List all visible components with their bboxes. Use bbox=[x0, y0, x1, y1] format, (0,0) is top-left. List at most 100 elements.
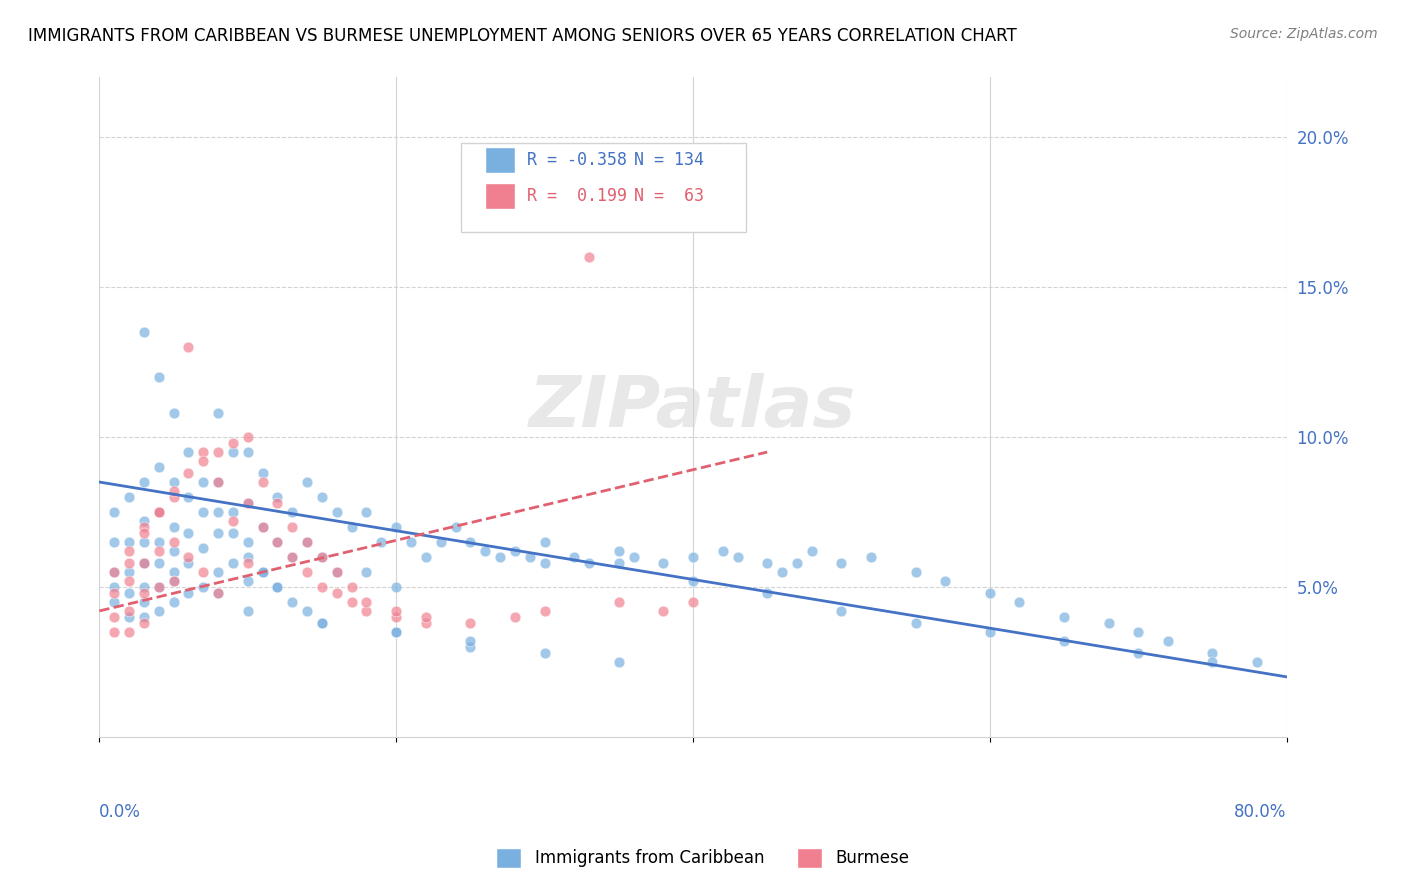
Point bbox=[727, 549, 749, 564]
Point bbox=[132, 595, 155, 609]
Point bbox=[904, 615, 927, 630]
Point bbox=[148, 505, 170, 519]
Text: N = 134: N = 134 bbox=[634, 151, 703, 169]
Point bbox=[711, 544, 734, 558]
Point bbox=[326, 505, 349, 519]
Point bbox=[148, 460, 170, 475]
Point bbox=[311, 615, 333, 630]
Point bbox=[132, 615, 155, 630]
Point bbox=[1097, 615, 1119, 630]
Point bbox=[934, 574, 956, 588]
Point bbox=[682, 574, 704, 588]
Point bbox=[281, 549, 304, 564]
Point bbox=[623, 549, 645, 564]
Point bbox=[266, 535, 288, 549]
Point bbox=[236, 445, 259, 459]
Point bbox=[118, 610, 141, 624]
Point bbox=[281, 595, 304, 609]
FancyBboxPatch shape bbox=[461, 144, 747, 233]
Point bbox=[326, 586, 349, 600]
Point bbox=[415, 610, 437, 624]
Bar bbox=[485, 146, 515, 173]
Point bbox=[162, 406, 184, 420]
Point bbox=[266, 496, 288, 510]
Point bbox=[266, 535, 288, 549]
Point bbox=[652, 556, 675, 570]
Point bbox=[904, 565, 927, 579]
Point bbox=[207, 565, 229, 579]
Point bbox=[385, 610, 408, 624]
Point bbox=[652, 604, 675, 618]
Point bbox=[162, 544, 184, 558]
Point bbox=[266, 490, 288, 504]
Point bbox=[193, 454, 215, 468]
Point bbox=[162, 483, 184, 498]
Point bbox=[207, 445, 229, 459]
Point bbox=[148, 505, 170, 519]
Point bbox=[474, 544, 496, 558]
Point bbox=[830, 604, 852, 618]
Point bbox=[162, 574, 184, 588]
Point bbox=[770, 565, 793, 579]
Point bbox=[103, 586, 125, 600]
Point bbox=[103, 580, 125, 594]
Point bbox=[1053, 610, 1076, 624]
Point bbox=[103, 610, 125, 624]
Point bbox=[607, 544, 630, 558]
Point bbox=[607, 556, 630, 570]
Point bbox=[177, 445, 200, 459]
Point bbox=[236, 496, 259, 510]
Point bbox=[162, 535, 184, 549]
Point bbox=[148, 580, 170, 594]
Point bbox=[252, 466, 274, 480]
Point bbox=[444, 520, 467, 534]
Point bbox=[311, 490, 333, 504]
Text: 0.0%: 0.0% bbox=[100, 803, 141, 821]
Point bbox=[295, 475, 318, 489]
Point bbox=[193, 541, 215, 555]
Point bbox=[236, 430, 259, 444]
Point bbox=[207, 505, 229, 519]
Point bbox=[162, 475, 184, 489]
Point bbox=[148, 604, 170, 618]
Point bbox=[311, 549, 333, 564]
Point bbox=[979, 624, 1001, 639]
Point bbox=[148, 544, 170, 558]
Point bbox=[236, 556, 259, 570]
Point bbox=[132, 514, 155, 528]
Point bbox=[340, 580, 363, 594]
Point bbox=[756, 556, 779, 570]
Point bbox=[607, 655, 630, 669]
Point bbox=[148, 505, 170, 519]
Point bbox=[222, 526, 245, 541]
Text: R = -0.358: R = -0.358 bbox=[527, 151, 627, 169]
Point bbox=[193, 475, 215, 489]
Point bbox=[252, 520, 274, 534]
Point bbox=[252, 475, 274, 489]
Point bbox=[385, 520, 408, 534]
Point bbox=[132, 520, 155, 534]
Point bbox=[207, 586, 229, 600]
Point bbox=[103, 595, 125, 609]
Point bbox=[385, 604, 408, 618]
Point bbox=[132, 556, 155, 570]
Point bbox=[177, 556, 200, 570]
Point bbox=[1053, 633, 1076, 648]
Point bbox=[118, 586, 141, 600]
Point bbox=[132, 556, 155, 570]
Point bbox=[132, 535, 155, 549]
Point bbox=[1201, 646, 1223, 660]
Point bbox=[132, 556, 155, 570]
Point bbox=[252, 565, 274, 579]
Point bbox=[533, 535, 555, 549]
Point bbox=[118, 556, 141, 570]
Point bbox=[503, 544, 526, 558]
Point bbox=[460, 615, 482, 630]
Point bbox=[295, 535, 318, 549]
Text: ZIPatlas: ZIPatlas bbox=[529, 373, 856, 442]
Point bbox=[132, 586, 155, 600]
Point bbox=[103, 624, 125, 639]
Point bbox=[118, 565, 141, 579]
Point bbox=[148, 580, 170, 594]
Point bbox=[800, 544, 823, 558]
